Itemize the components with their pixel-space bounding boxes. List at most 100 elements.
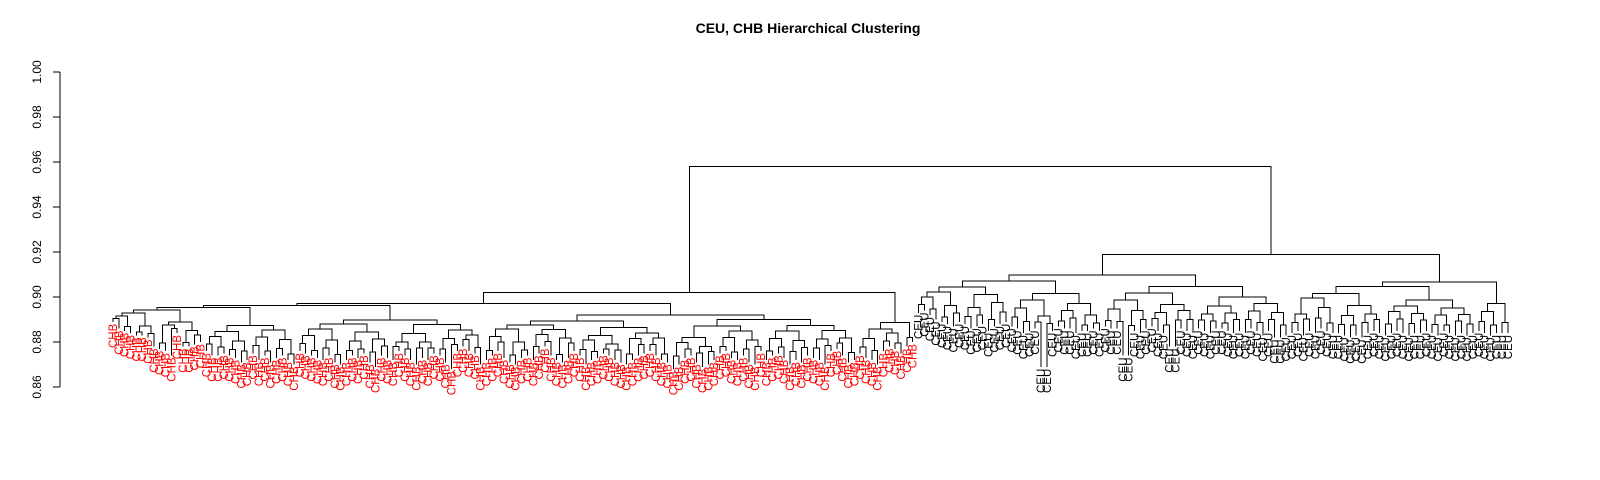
leaf-label: CHB <box>692 364 704 389</box>
dendrogram-branch <box>255 336 269 351</box>
leaf-label: CEU <box>1240 335 1252 359</box>
dendrogram-branch <box>976 314 984 327</box>
leaf-label: CHB <box>651 357 663 382</box>
leaf-label: CHB <box>283 362 295 387</box>
dendrogram-branch <box>1373 319 1381 333</box>
dendrogram-branch <box>418 341 432 349</box>
dendrogram-branch <box>839 337 852 353</box>
leaf-label: CHB <box>289 366 301 391</box>
leaf-label: CHB <box>330 364 342 389</box>
leaf-label: CHB <box>592 359 604 384</box>
dendrogram-tree <box>112 166 1509 369</box>
leaf-label: CHB <box>616 364 628 389</box>
dendrogram-branch <box>1093 322 1100 331</box>
dendrogram-branch <box>1411 313 1424 324</box>
dendrogram-branch <box>159 342 167 351</box>
leaf-label: CEU <box>1433 337 1445 361</box>
leaf-label: CHB <box>522 357 534 382</box>
leaf-label: CEU <box>913 315 925 339</box>
leaf-label: CEU <box>954 324 966 348</box>
leaf-label: CHB <box>511 366 523 391</box>
leaf-label: CHB <box>867 362 879 387</box>
leaf-label: CEU <box>937 324 949 348</box>
dendrogram-branch <box>766 350 774 360</box>
leaf-label: CHB <box>324 357 336 382</box>
leaf-label: CHB <box>820 366 832 391</box>
leaf-label: CHB <box>137 337 149 362</box>
dendrogram-branch <box>1160 303 1185 313</box>
dendrogram-branch <box>465 334 479 348</box>
dendrogram-branch <box>135 331 143 336</box>
leaf-label: CEU <box>1299 337 1311 361</box>
dendrogram-branch <box>1443 324 1451 333</box>
dendrogram-branch <box>1338 323 1346 336</box>
dendrogram-branch <box>1113 299 1138 311</box>
leaf-label: CEU <box>1497 335 1509 359</box>
leaf-label: CHB <box>429 355 441 380</box>
leaf-label: CHB <box>464 353 476 378</box>
dendrogram-branch <box>413 323 461 334</box>
dendrogram-branch <box>1434 314 1448 326</box>
dendrogram-branch <box>1221 322 1229 331</box>
leaf-label: CHB <box>738 357 750 382</box>
leaf-label: CHB <box>306 357 318 382</box>
leaf-label: CHB <box>884 348 896 373</box>
leaf-label: CHB <box>814 362 826 387</box>
leaf-label: CHB <box>622 366 634 391</box>
dendrogram-branch <box>1300 297 1325 314</box>
leaf-label: CEU <box>1077 333 1089 357</box>
y-tick-label: 0.92 <box>30 240 44 264</box>
dendrogram-branch <box>1408 322 1416 336</box>
y-tick-label: 0.86 <box>30 375 44 399</box>
dendrogram-branch <box>742 348 750 363</box>
leaf-label: CHB <box>336 366 348 391</box>
dendrogram-branch <box>801 347 809 363</box>
dendrogram-branch <box>509 354 517 365</box>
leaf-label: CHB <box>768 357 780 382</box>
dendrogram-branch <box>629 338 642 355</box>
leaf-label: CEU <box>931 322 943 346</box>
dendrogram-branch <box>278 339 292 355</box>
leaf-label: CEU <box>1030 331 1042 355</box>
dendrogram-branch <box>1294 313 1308 323</box>
dendrogram-branch <box>693 325 741 338</box>
leaf-label: CEU <box>1223 333 1235 357</box>
dendrogram-branch <box>121 312 146 327</box>
leaf-label: CHB <box>248 355 260 380</box>
dendrogram-branch <box>684 348 692 358</box>
dendrogram-branch <box>1020 299 1045 317</box>
leaf-label: CHB <box>803 357 815 382</box>
dendrogram-branch <box>1349 324 1357 338</box>
leaf-label: CEU <box>1013 331 1025 355</box>
leaf-label: CHB <box>417 359 429 384</box>
leaf-label: CHB <box>201 353 213 378</box>
dendrogram-branch <box>999 311 1007 324</box>
leaf-label: CHB <box>487 357 499 382</box>
dendrogram-branch <box>591 350 598 360</box>
dendrogram-branch <box>1405 299 1454 308</box>
leaf-label: CHB <box>890 350 902 375</box>
dendrogram-branch <box>1084 314 1097 326</box>
dendrogram-branch <box>372 338 385 352</box>
dendrogram-branch <box>240 350 248 363</box>
leaf-label: CEU <box>1124 358 1136 382</box>
leaf-label: CHB <box>260 357 272 382</box>
leaf-label: CHB <box>172 335 184 360</box>
leaf-label: CEU <box>1042 369 1054 393</box>
dendrogram-branch <box>427 347 435 360</box>
dendrogram-branch <box>529 320 625 328</box>
leaf-label: CHB <box>610 362 622 387</box>
dendrogram-branch <box>1101 253 1440 282</box>
dendrogram-branch <box>1139 319 1147 333</box>
dendrogram-branch <box>334 354 342 365</box>
leaf-label: CEU <box>1199 333 1211 357</box>
dendrogram-branch <box>920 296 934 309</box>
leaf-label: CEU <box>1100 328 1112 352</box>
dendrogram-branch <box>862 338 876 351</box>
dendrogram-branch <box>494 328 520 342</box>
dendrogram-branch <box>1489 324 1497 336</box>
leaf-label: CHB <box>546 357 558 382</box>
leaf-label: CEU <box>1445 335 1457 359</box>
dendrogram-branch <box>1466 323 1474 336</box>
leaf-label: CEU <box>1019 335 1031 359</box>
